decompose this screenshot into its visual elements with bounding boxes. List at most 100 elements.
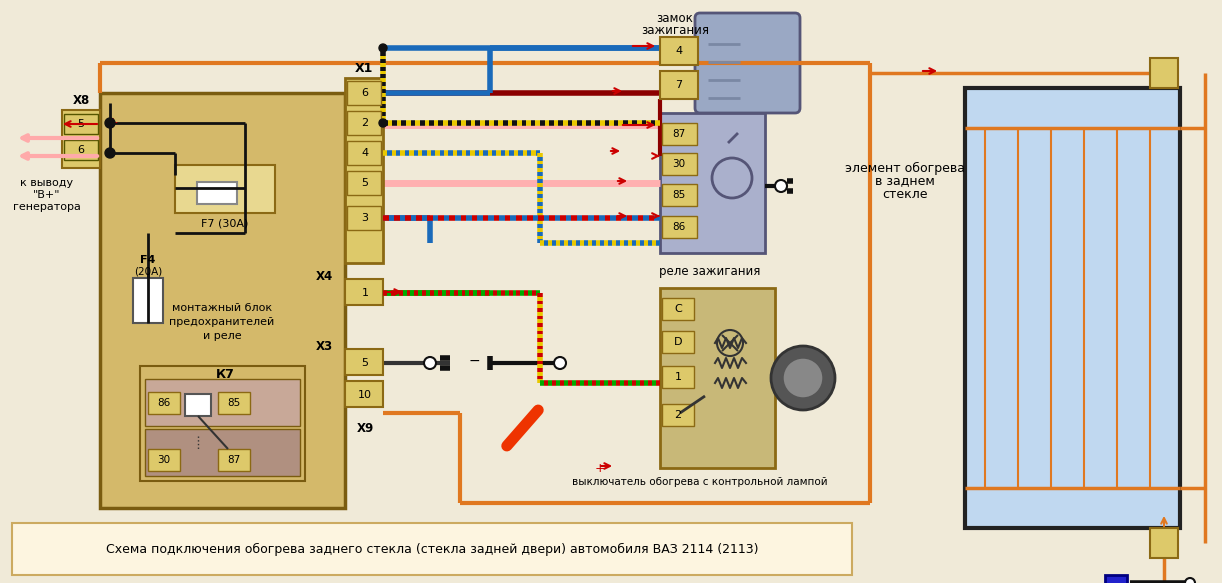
Text: и реле: и реле [203, 331, 241, 341]
Bar [345, 349, 382, 375]
Bar [1150, 58, 1178, 88]
Text: 87: 87 [227, 455, 241, 465]
Bar [965, 88, 1180, 528]
Text: 5: 5 [362, 178, 369, 188]
Circle shape [1185, 578, 1195, 583]
Bar [345, 381, 382, 407]
Text: Х9: Х9 [357, 422, 374, 434]
Bar [12, 523, 852, 575]
Text: 1: 1 [362, 288, 369, 298]
Text: 2: 2 [362, 118, 369, 128]
Text: 5: 5 [77, 119, 84, 129]
Bar [662, 404, 694, 426]
Text: 4: 4 [676, 46, 683, 56]
Bar [347, 206, 381, 230]
Text: Х1: Х1 [354, 61, 373, 75]
Bar [218, 392, 251, 414]
Text: 86: 86 [672, 222, 686, 232]
Bar [662, 123, 697, 145]
Bar [185, 394, 211, 416]
Text: +: + [595, 462, 605, 475]
Text: 3: 3 [362, 213, 369, 223]
Bar [662, 153, 697, 175]
Text: предохранителей: предохранителей [170, 317, 275, 327]
Bar [345, 279, 382, 305]
Circle shape [424, 357, 436, 369]
Text: (20А): (20А) [134, 267, 163, 277]
Text: F7 (30А): F7 (30А) [202, 218, 249, 228]
Bar [662, 298, 694, 320]
Circle shape [783, 358, 822, 398]
Bar [64, 140, 98, 160]
Bar [347, 141, 381, 165]
Circle shape [379, 44, 387, 52]
Text: 86: 86 [158, 398, 171, 408]
Text: монтажный блок: монтажный блок [172, 303, 273, 313]
Text: C: C [675, 304, 682, 314]
Bar [145, 429, 299, 476]
Bar [347, 171, 381, 195]
Bar [100, 93, 345, 508]
Text: 6: 6 [362, 88, 369, 98]
Text: "В+": "В+" [33, 190, 61, 200]
Text: Х3: Х3 [315, 340, 334, 353]
Text: 1: 1 [675, 372, 682, 382]
Bar [662, 331, 694, 353]
Bar [347, 111, 381, 135]
Text: Х4: Х4 [315, 271, 334, 283]
Text: 2: 2 [675, 410, 682, 420]
Bar [345, 78, 382, 263]
Bar [148, 392, 180, 414]
Text: реле зажигания: реле зажигания [660, 265, 760, 278]
Bar [660, 288, 775, 468]
Bar [62, 110, 100, 168]
Bar [1150, 528, 1178, 558]
Text: 85: 85 [672, 190, 686, 200]
Text: D: D [673, 337, 682, 347]
Bar [175, 165, 275, 213]
Circle shape [105, 118, 115, 128]
Bar [347, 81, 381, 105]
Text: элемент обогрева: элемент обогрева [844, 161, 965, 174]
Text: генератора: генератора [13, 202, 81, 212]
Text: зажигания: зажигания [642, 23, 709, 37]
Bar [141, 366, 306, 481]
Bar [660, 71, 698, 99]
Text: 87: 87 [672, 129, 686, 139]
Text: стекле: стекле [882, 188, 927, 201]
Bar [133, 278, 163, 323]
Text: 4: 4 [362, 148, 369, 158]
Text: −: − [468, 354, 480, 368]
Circle shape [379, 119, 387, 127]
Text: 85: 85 [227, 398, 241, 408]
Circle shape [554, 357, 566, 369]
Text: 30: 30 [672, 159, 686, 169]
Bar [218, 449, 251, 471]
Text: 6: 6 [77, 145, 84, 155]
Bar [148, 449, 180, 471]
Text: 10: 10 [358, 390, 371, 400]
Bar [64, 114, 98, 134]
Text: Х8: Х8 [72, 94, 89, 107]
Bar [662, 366, 694, 388]
Text: к выводу: к выводу [21, 178, 73, 188]
Circle shape [771, 346, 835, 410]
Circle shape [105, 148, 115, 158]
Bar [660, 113, 765, 253]
Text: Схема подключения обогрева заднего стекла (стекла задней двери) автомобиля ВАЗ 2: Схема подключения обогрева заднего стекл… [106, 542, 758, 556]
Text: выключатель обогрева с контрольной лампой: выключатель обогрева с контрольной лампо… [572, 477, 827, 487]
Bar [660, 37, 698, 65]
Text: +: + [108, 115, 119, 128]
FancyBboxPatch shape [695, 13, 800, 113]
Text: 30: 30 [158, 455, 171, 465]
Text: F4: F4 [141, 255, 155, 265]
Text: замок: замок [656, 12, 693, 24]
Text: в заднем: в заднем [875, 174, 935, 188]
Text: 7: 7 [676, 80, 683, 90]
Text: 5: 5 [362, 358, 369, 368]
FancyArrowPatch shape [507, 410, 538, 446]
Circle shape [775, 180, 787, 192]
Bar [145, 379, 299, 426]
Text: К7: К7 [215, 368, 235, 381]
Bar [662, 216, 697, 238]
